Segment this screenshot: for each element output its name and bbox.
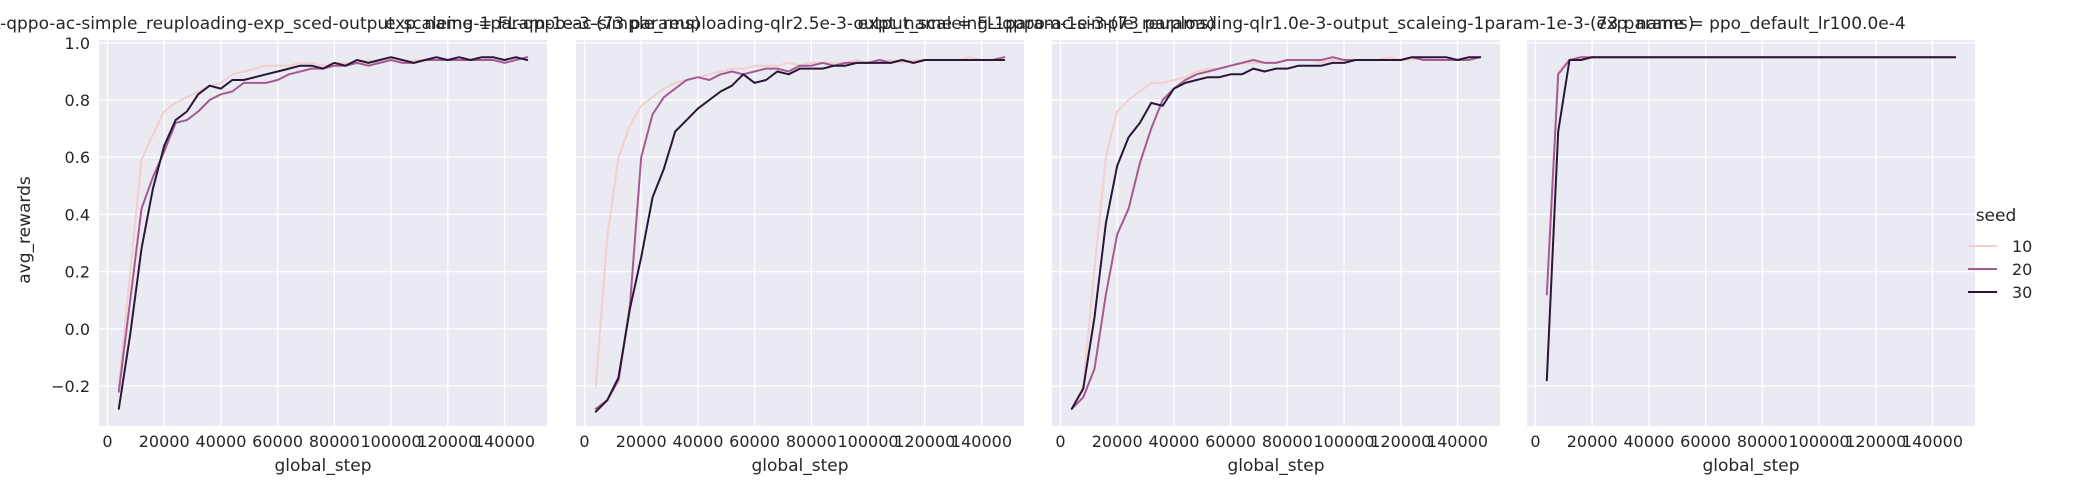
- y-tick-label: 0.2: [65, 263, 90, 282]
- x-tick-label: 40000: [1148, 432, 1199, 451]
- x-tick-label: 140000: [474, 432, 535, 451]
- x-tick-label: 20000: [1092, 432, 1143, 451]
- legend-title: seed: [1976, 206, 2017, 226]
- x-tick-label: 80000: [1737, 432, 1788, 451]
- x-tick-label: 0: [102, 432, 112, 451]
- x-tick-label: 20000: [616, 432, 667, 451]
- series-line-seed-30: [1070, 56, 1482, 410]
- x-tick-label: 80000: [786, 432, 837, 451]
- x-tick-label: 140000: [951, 432, 1012, 451]
- legend-label: 10: [2012, 237, 2032, 256]
- series-line-seed-30: [594, 59, 1006, 413]
- plot-area: [1527, 40, 1975, 426]
- facet-title: expt_name = FL-qppo-ac-simple_reuploadin…: [858, 14, 1695, 34]
- x-tick-label: 40000: [672, 432, 723, 451]
- legend: seed 10 20 30: [1968, 206, 2032, 302]
- y-tick-label: −0.2: [51, 377, 90, 396]
- series-line-seed-30: [117, 56, 529, 410]
- titles-layer: e = FL-qppo-ac-simple_reuploading-exp_sc…: [0, 14, 1906, 34]
- x-tick-label: 100000: [361, 432, 422, 451]
- y-axis-label: avg_rewards: [15, 176, 35, 284]
- panels-layer: 0 20000 40000 60000 80000 100000120000140000−…: [51, 34, 1975, 476]
- plot-area: [1052, 40, 1500, 426]
- x-axis-label: global_step: [751, 456, 848, 476]
- x-axis-label: global_step: [1227, 456, 1324, 476]
- x-tick-label: 60000: [1205, 432, 1256, 451]
- x-axis-label: global_step: [274, 456, 371, 476]
- x-tick-label: 20000: [1567, 432, 1618, 451]
- x-tick-label: 40000: [1623, 432, 1674, 451]
- legend-label: 30: [2012, 283, 2032, 302]
- x-tick-label: 100000: [1314, 432, 1375, 451]
- facet-title: exp_name = FL-qppo-ac-simple_reuploading…: [385, 14, 1215, 34]
- x-tick-label: 80000: [309, 432, 360, 451]
- y-tick-label: 0.8: [65, 91, 90, 110]
- x-tick-label: 100000: [838, 432, 899, 451]
- x-tick-label: 80000: [1262, 432, 1313, 451]
- x-tick-label: 0: [1530, 432, 1540, 451]
- x-tick-label: 120000: [1845, 432, 1906, 451]
- legend-label: 20: [2012, 260, 2032, 279]
- y-tick-label: 0.6: [65, 148, 90, 167]
- y-tick-label: 0.4: [65, 205, 90, 224]
- facet-title: e = FL-qppo-ac-simple_reuploading-exp_sc…: [0, 14, 700, 34]
- series-line-seed-30: [1545, 56, 1957, 382]
- y-tick-label: 1.0: [65, 34, 90, 53]
- x-tick-label: 0: [1055, 432, 1065, 451]
- x-tick-label: 100000: [1789, 432, 1850, 451]
- x-tick-label: 140000: [1902, 432, 1963, 451]
- x-tick-label: 60000: [1680, 432, 1731, 451]
- x-axis-label: global_step: [1702, 456, 1799, 476]
- x-tick-label: 60000: [252, 432, 303, 451]
- x-tick-label: 20000: [139, 432, 190, 451]
- x-tick-label: 120000: [417, 432, 478, 451]
- plot-area: [576, 40, 1024, 426]
- plot-area: [99, 40, 547, 426]
- x-tick-label: 0: [579, 432, 589, 451]
- y-tick-label: 0.0: [65, 320, 90, 339]
- x-tick-label: 40000: [195, 432, 246, 451]
- x-tick-label: 120000: [1370, 432, 1431, 451]
- x-tick-label: 140000: [1427, 432, 1488, 451]
- x-tick-label: 120000: [894, 432, 955, 451]
- x-tick-label: 60000: [729, 432, 780, 451]
- facet-title: exp_name = ppo_default_lr100.0e-4: [1596, 14, 1905, 34]
